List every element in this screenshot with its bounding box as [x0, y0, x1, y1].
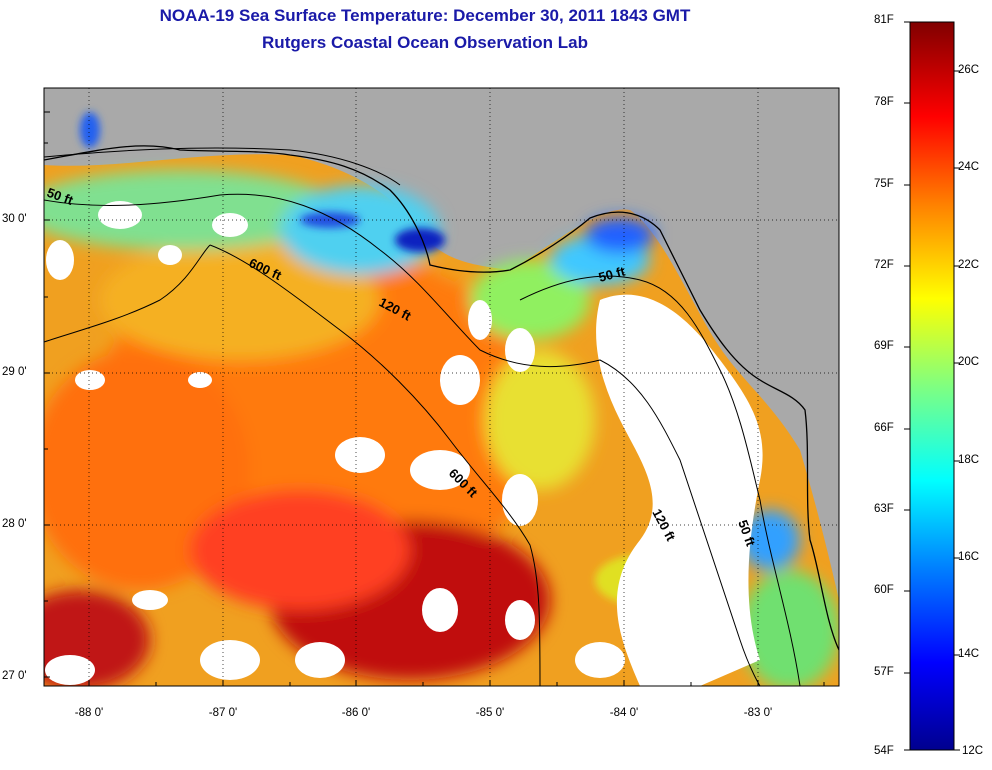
- colorbar: [909, 21, 955, 751]
- lon-label: -83 0': [743, 707, 773, 719]
- lon-label: -88 0': [74, 707, 104, 719]
- colorbar-f-label: 63F: [874, 503, 894, 515]
- colorbar-c-label: 26C: [958, 64, 980, 76]
- colorbar-c-label: 12C: [962, 745, 984, 757]
- colorbar-f-label: 57F: [874, 666, 894, 678]
- colorbar-f-label: 54F: [874, 745, 894, 757]
- cool-coastal: [280, 185, 440, 275]
- lat-label: 30 0': [2, 213, 27, 225]
- cool-coastal: [740, 570, 839, 686]
- colorbar-c-label: 14C: [958, 648, 980, 660]
- contour-label: 50 ft: [597, 263, 627, 285]
- contour-50ft: [519, 275, 801, 686]
- colorbar-f-label: 60F: [874, 584, 894, 596]
- colorbar-f-label: 72F: [874, 259, 894, 271]
- axis-ticks: [44, 111, 825, 686]
- cool-coastal: [44, 170, 340, 250]
- colorbar-c-label: 24C: [958, 161, 980, 173]
- colorbar-c-label: 20C: [958, 356, 980, 368]
- map-subtitle: Rutgers Coastal Ocean Observation Lab: [262, 33, 588, 52]
- colorbar-ticks: [904, 21, 960, 751]
- colorbar-c-label: 22C: [958, 259, 980, 271]
- lon-label: -84 0': [609, 707, 639, 719]
- cold-coastal: [585, 217, 655, 253]
- contour-120ft: [44, 193, 761, 686]
- colorbar-f-label: 81F: [874, 14, 894, 26]
- lat-label: 28 0': [2, 518, 27, 530]
- colorbar-c-label: 16C: [958, 551, 980, 563]
- colorbar-c-label: 18C: [958, 454, 980, 466]
- colorbar-f-label: 66F: [874, 422, 894, 434]
- cold-coastal: [395, 228, 445, 252]
- coastline: [44, 145, 839, 651]
- lon-label: -87 0': [208, 707, 238, 719]
- cloud-mask: [45, 201, 763, 686]
- contour-600ft-west: [44, 244, 211, 343]
- cold-coastal: [300, 212, 360, 228]
- lon-label: -85 0': [475, 707, 505, 719]
- colorbar-f-label: 69F: [874, 340, 894, 352]
- cold-coastal: [80, 112, 100, 148]
- lat-label: 29 0': [2, 366, 27, 378]
- graticule: [44, 88, 839, 686]
- map-frame: [43, 87, 840, 687]
- map-title: NOAA-19 Sea Surface Temperature: Decembe…: [159, 6, 691, 25]
- cool-coastal: [470, 260, 590, 340]
- sandbar-coast: [44, 147, 401, 186]
- colorbar-f-label: 78F: [874, 96, 894, 108]
- mild-region: [485, 350, 595, 490]
- hot-region: [190, 490, 410, 610]
- lon-label: -86 0': [341, 707, 371, 719]
- lat-label: 27 0': [2, 670, 27, 682]
- warm-region: [100, 240, 380, 360]
- contour-600ft: [209, 244, 541, 686]
- colorbar-f-label: 75F: [874, 178, 894, 190]
